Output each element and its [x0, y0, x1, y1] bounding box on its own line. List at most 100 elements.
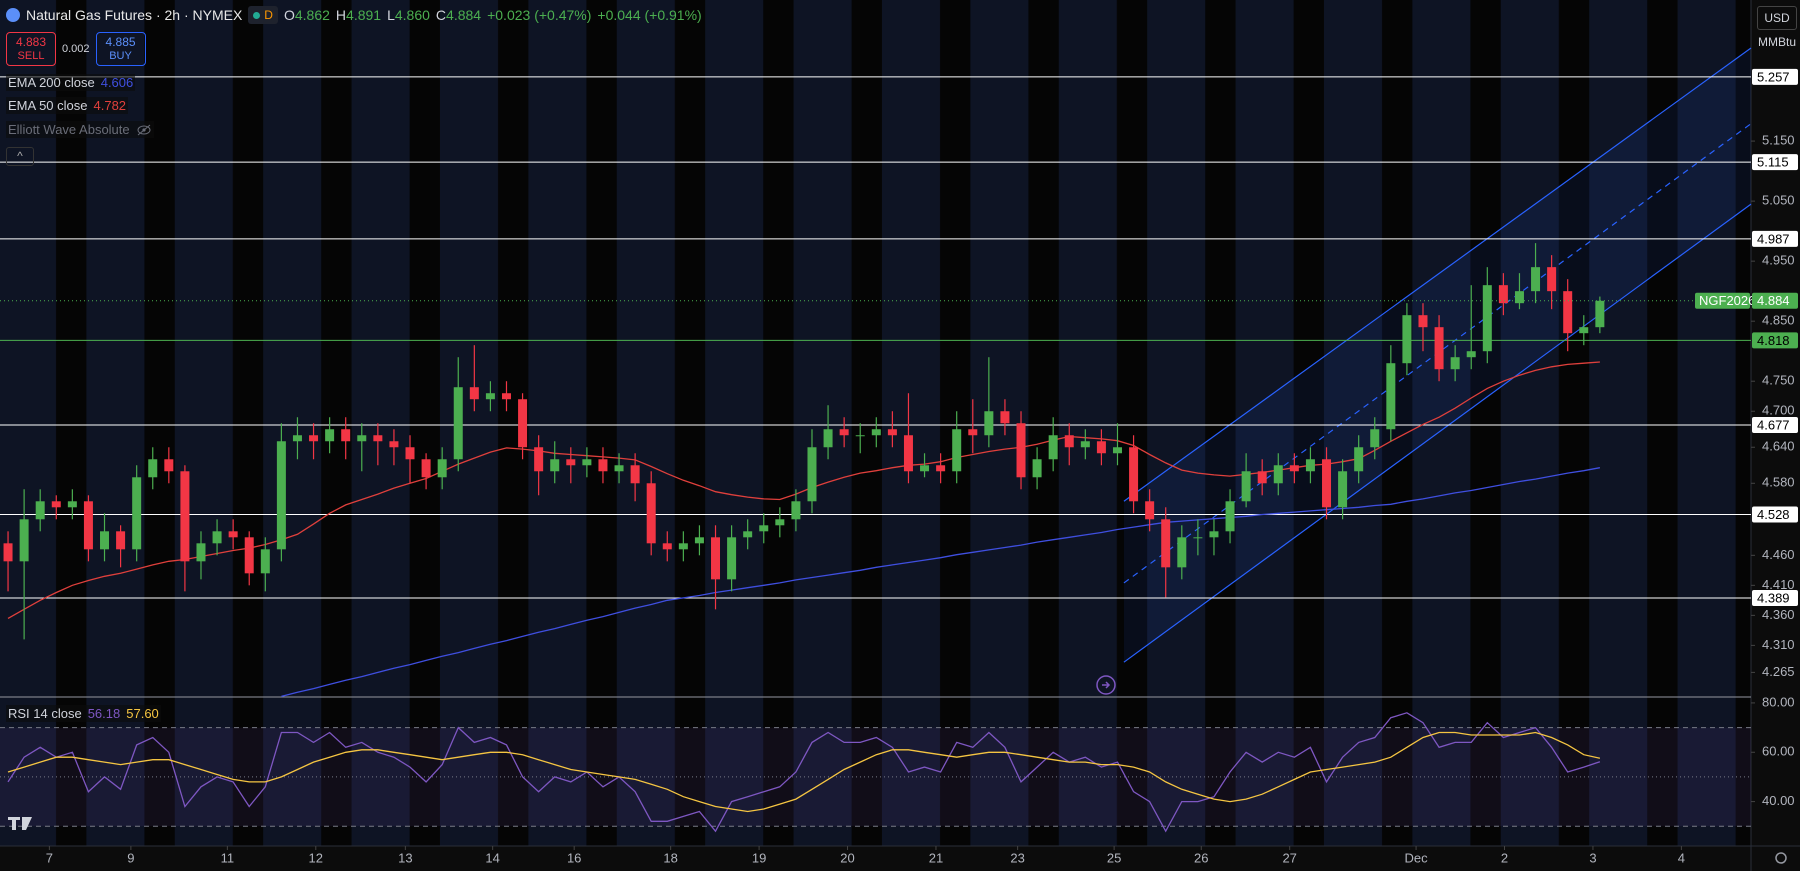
candle-body	[485, 393, 495, 400]
candle-body	[936, 465, 946, 472]
x-tick-label: 3	[1589, 850, 1596, 865]
candle-body	[1322, 459, 1332, 508]
price-axis-background	[1751, 0, 1800, 871]
sell-price: 4.883	[15, 35, 47, 49]
candle-body	[775, 519, 785, 526]
legend-name: RSI 14 close	[8, 706, 82, 721]
level-label: 4.389	[1757, 590, 1790, 605]
candle-body	[1000, 411, 1010, 424]
candle-body	[389, 441, 399, 448]
y-tick-label: 4.750	[1762, 373, 1795, 388]
y-tick-label: 5.050	[1762, 193, 1795, 208]
y-tick-label: 4.265	[1762, 664, 1795, 679]
x-tick-label: 23	[1010, 850, 1024, 865]
candle-body	[212, 531, 222, 544]
candle-body	[550, 459, 560, 472]
legend-hidden[interactable]: Elliott Wave Absolute	[6, 121, 154, 138]
channel-upper	[1123, 47, 1752, 502]
x-tick-label: 16	[567, 850, 581, 865]
candle-body	[1016, 423, 1026, 478]
candle-body	[1370, 429, 1380, 448]
candle-body	[727, 537, 737, 580]
price-pane	[0, 47, 1752, 698]
replay-arrow	[1102, 681, 1111, 689]
candle-body	[453, 387, 463, 460]
y-tick-label: 4.950	[1762, 253, 1795, 268]
y-tick-label: 60.00	[1762, 744, 1795, 759]
candle-body	[1514, 291, 1524, 304]
legend-ema50[interactable]: EMA 50 close 4.782	[6, 97, 129, 114]
level-label: 5.257	[1757, 69, 1790, 84]
candle-body	[180, 471, 190, 562]
unit-button[interactable]: MMBtu	[1758, 35, 1797, 49]
level-label-box	[1752, 506, 1798, 523]
y-tick-label: 4.580	[1762, 475, 1795, 490]
x-tick-label: Dec	[1405, 850, 1429, 865]
candle-body	[1129, 447, 1139, 502]
candle-body	[373, 435, 383, 442]
last-price-box	[1752, 292, 1798, 309]
candle-body	[1241, 471, 1251, 502]
candle-body	[984, 411, 994, 436]
candle-body	[196, 543, 206, 562]
candle-body	[871, 429, 881, 436]
ohlc-value: 4.862	[294, 7, 330, 23]
ema-line	[281, 467, 1601, 698]
candle-body	[1579, 327, 1589, 334]
settings-icon[interactable]	[1775, 852, 1787, 864]
last-price-label: 4.884	[1757, 293, 1790, 308]
symbol-title: Natural Gas Futures · 2h · NYMEX	[26, 7, 243, 23]
replay-icon[interactable]	[1096, 675, 1116, 695]
logo	[8, 817, 32, 830]
currency-button[interactable]: USD	[1757, 6, 1797, 30]
level-label-box	[1752, 154, 1798, 171]
candle-body	[116, 531, 126, 550]
candle-body	[100, 531, 110, 550]
candle-body	[260, 549, 270, 574]
legend-rsi[interactable]: RSI 14 close 56.18 57.60	[6, 705, 161, 722]
candle-body	[1032, 459, 1042, 478]
ema-line	[7, 361, 1600, 619]
change-extended: +0.044 (+0.91%)	[597, 7, 702, 23]
ohlc-value: 4.884	[446, 7, 482, 23]
x-tick-label: 18	[663, 850, 677, 865]
candle-body	[1418, 315, 1428, 328]
candle-body	[1547, 267, 1557, 292]
channel-lower	[1123, 203, 1752, 663]
x-tick-label: 4	[1678, 850, 1685, 865]
legend-ema200[interactable]: EMA 200 close 4.606	[6, 74, 136, 91]
candle-body	[1273, 465, 1283, 484]
candle-body	[711, 537, 721, 580]
candle-body	[887, 429, 897, 436]
candle-body	[1595, 300, 1605, 328]
legend-value: 56.18	[87, 706, 121, 721]
candle-body	[164, 459, 174, 472]
candle-body	[148, 459, 158, 478]
candle-body	[1080, 441, 1090, 448]
buy-button[interactable]: 4.885 BUY	[95, 32, 146, 66]
candle-body	[630, 465, 640, 484]
ohlc-key: H	[335, 7, 347, 23]
y-tick-label: 4.700	[1762, 403, 1795, 418]
y-tick-label: 5.150	[1762, 133, 1795, 148]
collapse-button[interactable]: ^	[6, 147, 34, 166]
last-price-name: NGF2026	[1699, 293, 1755, 308]
status-badge[interactable]: D	[248, 6, 278, 24]
candle-body	[1338, 471, 1348, 508]
candle-body	[83, 501, 93, 550]
candle-body	[1450, 357, 1460, 370]
candle-body	[1048, 435, 1058, 460]
candle-body	[839, 429, 849, 436]
x-tick-label: 27	[1282, 850, 1296, 865]
candle-body	[1145, 501, 1155, 520]
axes: 5.257 5.115 4.987 4.677 4.528 4.389 4.818 5.150…	[46, 68, 1798, 865]
sell-button[interactable]: 4.883 SELL	[6, 32, 56, 66]
candle-body	[325, 429, 335, 442]
hidden-eye-icon[interactable]	[136, 124, 152, 136]
level-label: 5.115	[1757, 155, 1789, 170]
rsi-line	[7, 731, 1601, 813]
x-tick-label: 26	[1194, 850, 1208, 865]
x-tick-label: 25	[1107, 850, 1121, 865]
